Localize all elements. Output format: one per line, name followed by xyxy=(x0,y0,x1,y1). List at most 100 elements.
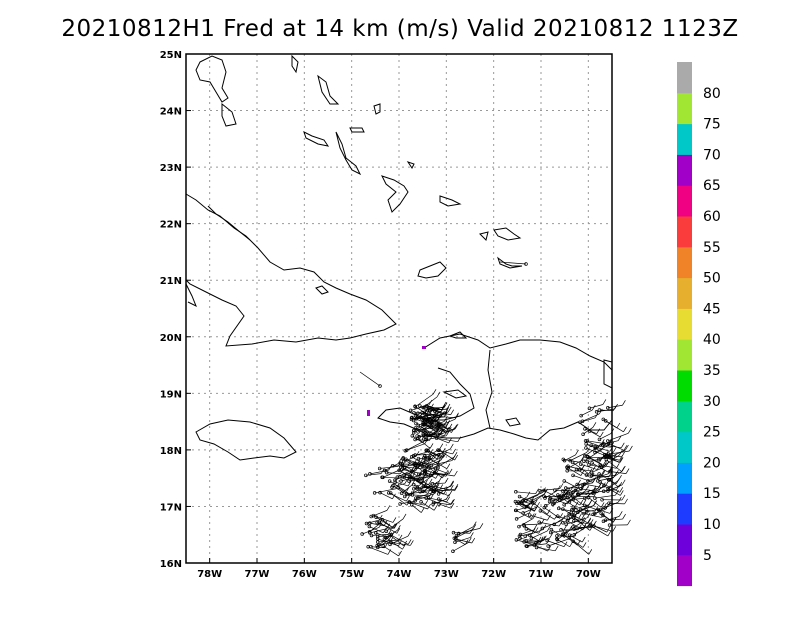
wind-barb-station xyxy=(579,413,583,418)
wind-barb-flag xyxy=(540,518,545,525)
wind-barb-flag xyxy=(434,429,439,436)
wind-barb-flag xyxy=(470,532,474,538)
wind-barb-station xyxy=(583,496,587,501)
wind-barb-station xyxy=(593,450,597,455)
wind-barb-flag xyxy=(443,411,448,418)
wind-barb xyxy=(453,532,471,534)
wind-barb-station xyxy=(606,477,611,482)
wind-barb-flag xyxy=(567,498,571,505)
wind-barb-flag xyxy=(586,489,590,496)
wind-barb-flag xyxy=(427,503,431,510)
wind-barb-station xyxy=(395,475,400,479)
wind-barb-flag xyxy=(434,409,438,415)
wind-barb-flag xyxy=(582,542,587,548)
wind-barb-flag xyxy=(396,528,401,534)
wind-barb xyxy=(598,509,610,514)
wind-barb-station xyxy=(580,419,585,423)
colorbar-segment xyxy=(677,554,692,587)
wind-barb-flag xyxy=(398,534,403,541)
wind-barb-station xyxy=(410,434,415,438)
wind-barb-station xyxy=(590,473,594,478)
wind-barb-flag xyxy=(612,526,617,532)
wind-barb-station xyxy=(375,534,380,539)
wind-barb-station xyxy=(597,472,601,476)
wind-barb-flag xyxy=(409,471,413,477)
wind-barb-flag xyxy=(538,528,543,534)
wind-barb-flag xyxy=(447,406,452,413)
colorbar-label: 35 xyxy=(703,363,721,379)
wind-barb-station xyxy=(390,463,395,468)
coast-island xyxy=(448,331,468,339)
wind-barb-station xyxy=(414,463,418,467)
wind-barb xyxy=(426,435,447,440)
wind-barb xyxy=(516,510,532,519)
wind-barb xyxy=(587,456,600,463)
wind-barb xyxy=(454,538,466,545)
wind-barb xyxy=(379,466,399,469)
wind-barb-flag xyxy=(570,491,575,497)
wind-barb-flag xyxy=(433,487,438,493)
wind-barb-station xyxy=(428,408,432,413)
wind-barb-station xyxy=(566,464,570,468)
wind-barb-station xyxy=(412,411,416,415)
wind-barb xyxy=(554,514,569,525)
wind-barb-station xyxy=(524,498,528,502)
wind-barb xyxy=(415,427,434,436)
wind-barb-flag xyxy=(435,411,440,418)
wind-barb-flag xyxy=(386,505,391,511)
wind-barb-station xyxy=(418,404,422,408)
wind-barb-station xyxy=(518,536,522,540)
wind-barb xyxy=(420,501,435,511)
wind-barb xyxy=(371,534,389,536)
wind-barb-station xyxy=(584,473,589,477)
colorbar-label: 10 xyxy=(703,517,721,533)
wind-barb-flag xyxy=(573,506,577,512)
wind-barb xyxy=(366,519,380,524)
wind-barb xyxy=(435,486,455,492)
wind-barb-station xyxy=(421,489,425,494)
wind-barb-station xyxy=(572,533,577,537)
wind-barb xyxy=(413,451,427,457)
wind-barb-station xyxy=(561,532,565,536)
wind-barb-flag xyxy=(549,532,554,539)
wind-barb-station xyxy=(590,461,594,465)
wind-barb-flag xyxy=(593,500,597,506)
wind-barb-station xyxy=(454,533,459,538)
wind-barb xyxy=(542,520,563,529)
wind-barb-flag xyxy=(618,511,623,517)
wind-barb-station xyxy=(517,494,522,499)
wind-barb-station xyxy=(403,448,408,453)
wind-barb-station xyxy=(549,527,554,532)
wind-barb-flag xyxy=(468,537,472,543)
wind-barb-flag xyxy=(415,451,420,457)
wind-barb-flag xyxy=(397,458,402,464)
wind-barb-station xyxy=(566,466,570,470)
wind-barb xyxy=(587,473,609,482)
wind-barb-flag xyxy=(439,484,444,490)
wind-barb-station xyxy=(416,456,421,461)
wind-barb xyxy=(559,496,572,501)
coast-island xyxy=(221,102,237,127)
wind-barb-station xyxy=(529,499,534,503)
wind-barb xyxy=(606,459,622,472)
wind-barb-station xyxy=(553,488,557,492)
wind-barb-station xyxy=(398,502,402,506)
wind-barb-flag xyxy=(454,413,459,420)
wind-barb xyxy=(379,522,397,534)
wind-barb-flag xyxy=(446,403,451,410)
wind-barb-flag xyxy=(564,532,568,538)
wind-barb xyxy=(562,514,576,524)
wind-barb xyxy=(426,497,439,504)
wind-barb xyxy=(524,541,541,544)
wind-barb-flag xyxy=(594,506,599,512)
wind-barb-flag xyxy=(588,468,593,475)
wind-barb xyxy=(413,486,434,490)
wind-barb-flag xyxy=(592,477,596,484)
wind-barb-flag xyxy=(586,512,591,519)
wind-barb xyxy=(527,543,547,547)
wind-barb xyxy=(454,537,471,543)
wind-barb-station xyxy=(559,493,564,498)
wind-barb-station xyxy=(408,408,413,413)
wind-barb-station xyxy=(588,523,592,528)
wind-barb xyxy=(413,424,427,434)
